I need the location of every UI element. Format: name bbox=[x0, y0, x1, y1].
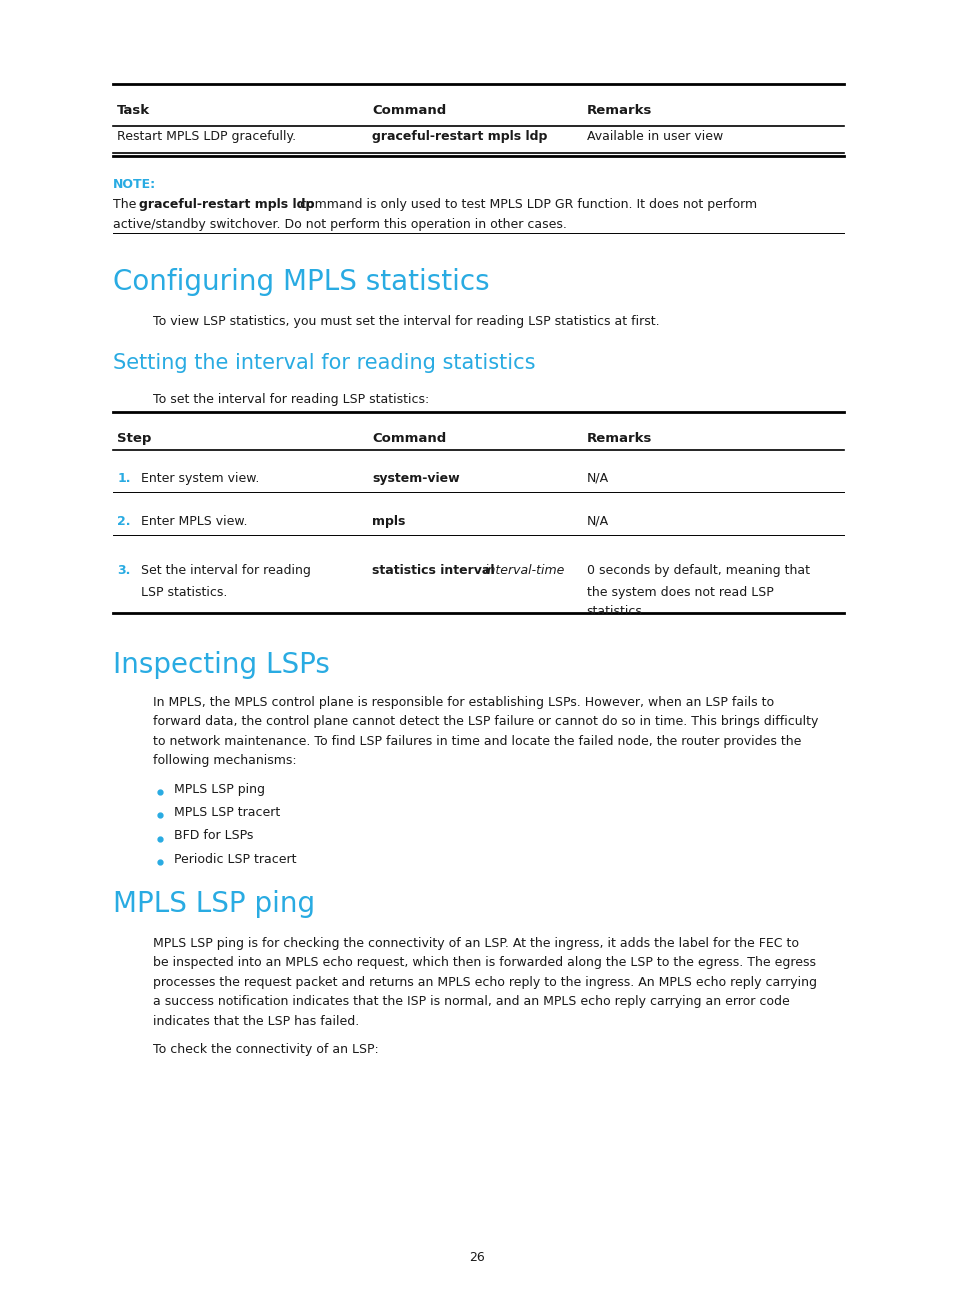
Text: active/standby switchover. Do not perform this operation in other cases.: active/standby switchover. Do not perfor… bbox=[112, 218, 566, 231]
Text: N/A: N/A bbox=[586, 472, 608, 485]
Text: To view LSP statistics, you must set the interval for reading LSP statistics at : To view LSP statistics, you must set the… bbox=[152, 315, 659, 328]
Text: be inspected into an MPLS echo request, which then is forwarded along the LSP to: be inspected into an MPLS echo request, … bbox=[152, 956, 815, 969]
Text: forward data, the control plane cannot detect the LSP failure or cannot do so in: forward data, the control plane cannot d… bbox=[152, 715, 817, 728]
Text: indicates that the LSP has failed.: indicates that the LSP has failed. bbox=[152, 1015, 358, 1028]
Text: Set the interval for reading: Set the interval for reading bbox=[141, 564, 311, 577]
Text: LSP statistics.: LSP statistics. bbox=[141, 586, 228, 599]
Text: Command: Command bbox=[372, 104, 446, 117]
Text: 0 seconds by default, meaning that: 0 seconds by default, meaning that bbox=[586, 564, 809, 577]
Text: a success notification indicates that the ISP is normal, and an MPLS echo reply : a success notification indicates that th… bbox=[152, 995, 788, 1008]
Text: Remarks: Remarks bbox=[586, 432, 652, 445]
Text: processes the request packet and returns an MPLS echo reply to the ingress. An M: processes the request packet and returns… bbox=[152, 976, 816, 989]
Text: Periodic LSP tracert: Periodic LSP tracert bbox=[173, 853, 295, 866]
Text: following mechanisms:: following mechanisms: bbox=[152, 754, 296, 767]
Text: Restart MPLS LDP gracefully.: Restart MPLS LDP gracefully. bbox=[117, 130, 296, 143]
Text: statistics.: statistics. bbox=[586, 605, 646, 618]
Text: Enter system view.: Enter system view. bbox=[141, 472, 259, 485]
Text: In MPLS, the MPLS control plane is responsible for establishing LSPs. However, w: In MPLS, the MPLS control plane is respo… bbox=[152, 696, 773, 709]
Text: N/A: N/A bbox=[586, 515, 608, 527]
Text: The: The bbox=[112, 198, 140, 211]
Text: system-view: system-view bbox=[372, 472, 459, 485]
Text: MPLS LSP tracert: MPLS LSP tracert bbox=[173, 806, 279, 819]
Text: command is only used to test MPLS LDP GR function. It does not perform: command is only used to test MPLS LDP GR… bbox=[295, 198, 756, 211]
Text: To set the interval for reading LSP statistics:: To set the interval for reading LSP stat… bbox=[152, 393, 429, 406]
Text: 2.: 2. bbox=[117, 515, 131, 527]
Text: Enter MPLS view.: Enter MPLS view. bbox=[141, 515, 248, 527]
Text: Available in user view: Available in user view bbox=[586, 130, 722, 143]
Text: graceful-restart mpls ldp: graceful-restart mpls ldp bbox=[139, 198, 314, 211]
Text: interval-time: interval-time bbox=[484, 564, 564, 577]
Text: 3.: 3. bbox=[117, 564, 131, 577]
Text: Command: Command bbox=[372, 432, 446, 445]
Text: statistics interval: statistics interval bbox=[372, 564, 494, 577]
Text: Configuring MPLS statistics: Configuring MPLS statistics bbox=[112, 268, 489, 297]
Text: MPLS LSP ping: MPLS LSP ping bbox=[173, 783, 264, 796]
Text: Setting the interval for reading statistics: Setting the interval for reading statist… bbox=[112, 353, 535, 372]
Text: MPLS LSP ping is for checking the connectivity of an LSP. At the ingress, it add: MPLS LSP ping is for checking the connec… bbox=[152, 937, 798, 950]
Text: mpls: mpls bbox=[372, 515, 405, 527]
Text: Remarks: Remarks bbox=[586, 104, 652, 117]
Text: Task: Task bbox=[117, 104, 151, 117]
Text: NOTE:: NOTE: bbox=[112, 178, 155, 191]
Text: BFD for LSPs: BFD for LSPs bbox=[173, 829, 253, 842]
Text: 26: 26 bbox=[469, 1251, 484, 1264]
Text: To check the connectivity of an LSP:: To check the connectivity of an LSP: bbox=[152, 1043, 378, 1056]
Text: Step: Step bbox=[117, 432, 152, 445]
Text: to network maintenance. To find LSP failures in time and locate the failed node,: to network maintenance. To find LSP fail… bbox=[152, 735, 801, 748]
Text: Inspecting LSPs: Inspecting LSPs bbox=[112, 651, 329, 679]
Text: the system does not read LSP: the system does not read LSP bbox=[586, 586, 773, 599]
Text: 1.: 1. bbox=[117, 472, 131, 485]
Text: MPLS LSP ping: MPLS LSP ping bbox=[112, 890, 314, 919]
Text: graceful-restart mpls ldp: graceful-restart mpls ldp bbox=[372, 130, 547, 143]
